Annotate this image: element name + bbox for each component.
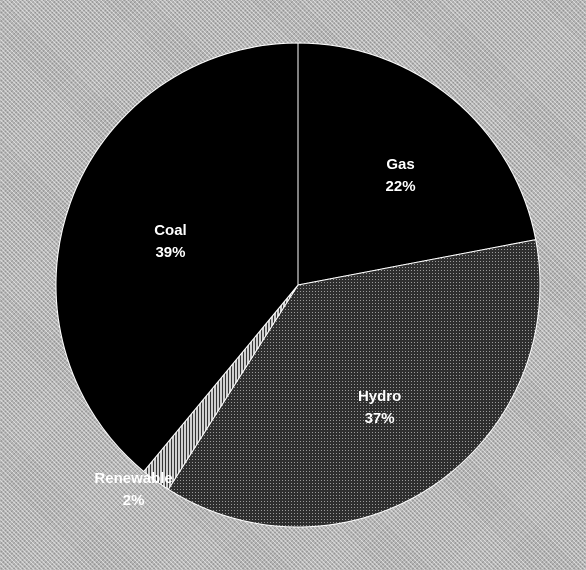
pie-slices bbox=[55, 42, 541, 528]
slice-value-gas: 22% bbox=[386, 178, 416, 195]
slice-label-hydro: Hydro bbox=[358, 388, 401, 405]
pie-slice-hydro bbox=[167, 239, 541, 528]
pie-slice-gas bbox=[297, 42, 537, 286]
slice-label-gas: Gas bbox=[386, 156, 414, 173]
slice-value-coal: 39% bbox=[155, 244, 185, 261]
slice-value-renewable: 2% bbox=[123, 492, 145, 509]
slice-value-hydro: 37% bbox=[365, 410, 395, 427]
slice-label-coal: Coal bbox=[154, 222, 187, 239]
pie-labels: Gas 22% Hydro 37% Renewable 2% Coal 39% bbox=[94, 156, 415, 509]
slice-label-renewable: Renewable bbox=[94, 470, 172, 487]
pie-slice-coal bbox=[55, 42, 299, 473]
